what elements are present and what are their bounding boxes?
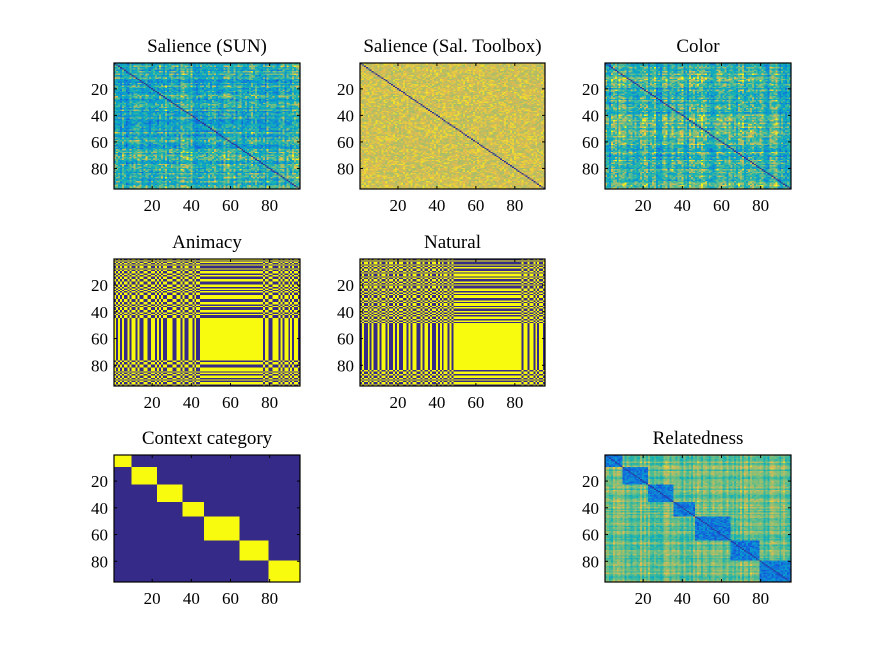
- panel-title: Salience (SUN): [147, 36, 267, 57]
- heatmap-cells: [114, 63, 300, 189]
